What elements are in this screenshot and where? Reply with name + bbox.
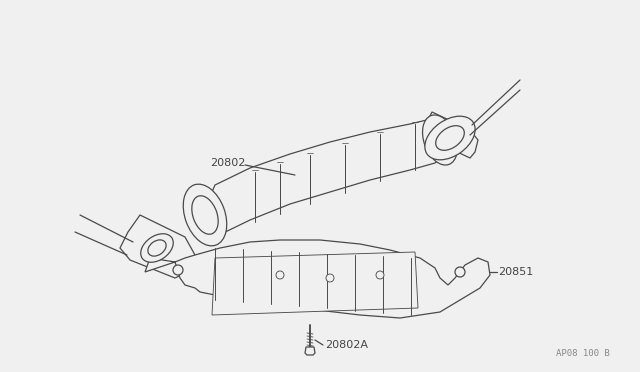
Ellipse shape <box>425 116 475 160</box>
Ellipse shape <box>183 184 227 246</box>
Polygon shape <box>305 347 315 355</box>
Polygon shape <box>120 215 195 278</box>
Text: 20802: 20802 <box>210 158 245 168</box>
Ellipse shape <box>192 196 218 234</box>
Polygon shape <box>195 118 450 237</box>
Circle shape <box>376 271 384 279</box>
Text: 20802A: 20802A <box>325 340 368 350</box>
Ellipse shape <box>141 234 173 262</box>
Polygon shape <box>425 112 478 158</box>
Ellipse shape <box>422 115 458 165</box>
Circle shape <box>326 274 334 282</box>
Text: 20851: 20851 <box>498 267 533 277</box>
Circle shape <box>455 267 465 277</box>
Polygon shape <box>145 240 490 318</box>
Polygon shape <box>212 252 418 315</box>
Circle shape <box>276 271 284 279</box>
Ellipse shape <box>436 126 464 150</box>
Circle shape <box>173 265 183 275</box>
Text: AP08 100 B: AP08 100 B <box>556 349 610 358</box>
Ellipse shape <box>148 240 166 256</box>
